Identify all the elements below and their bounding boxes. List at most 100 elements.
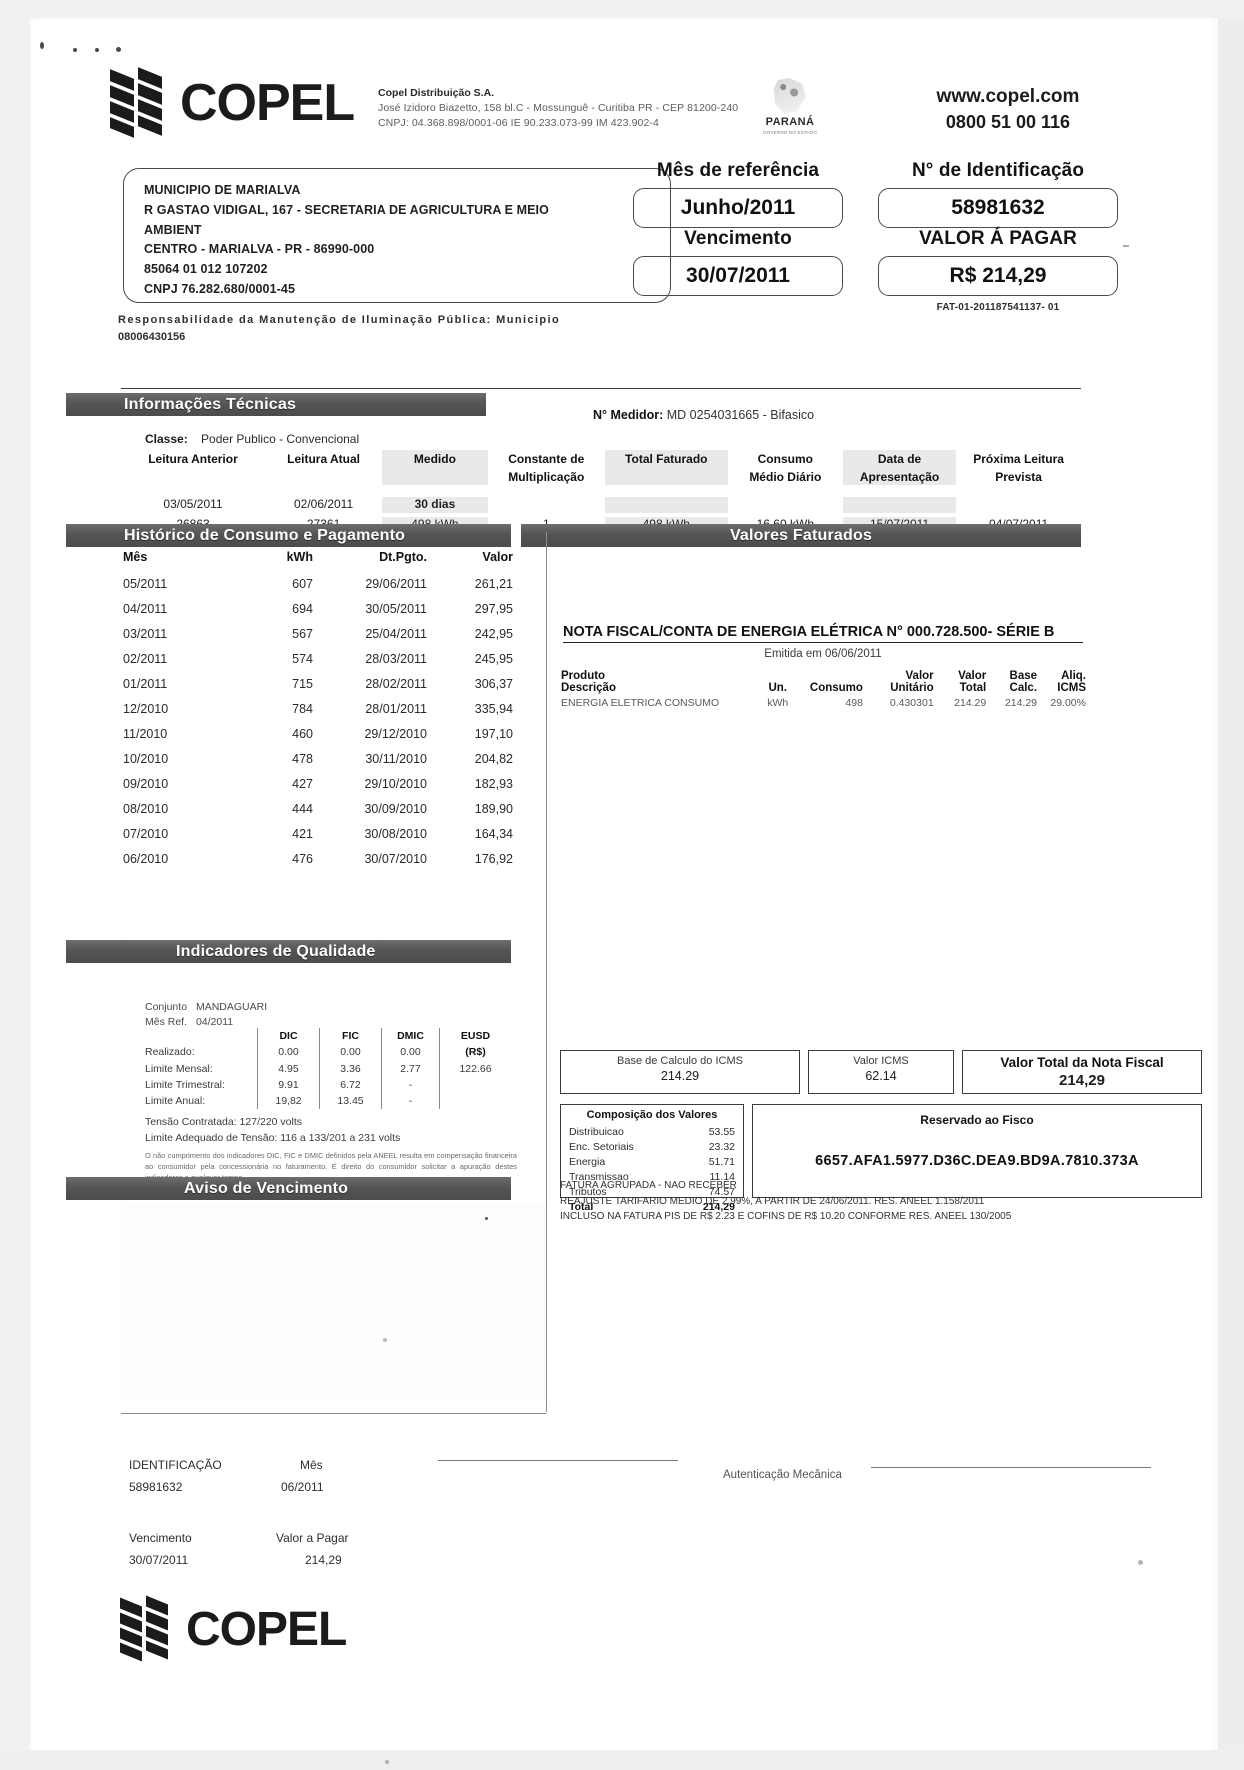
hist-dt: 29/06/2011 bbox=[365, 576, 427, 591]
company-address: José Izidoro Biazetto, 158 bl.C - Mossun… bbox=[378, 102, 739, 115]
history-table-header: Mês kWh Dt.Pgto. Valor bbox=[123, 550, 513, 571]
td-constante-blank bbox=[488, 497, 605, 513]
value-composition-box: Composição dos Valores Distribuicao 53.5… bbox=[560, 1104, 744, 1213]
comp-value: 53.55 bbox=[708, 1126, 735, 1138]
hist-th-mes: Mês bbox=[123, 550, 148, 564]
customer-class: Classe: Poder Publico - Convencional bbox=[145, 432, 359, 446]
comp-value: 214,29 bbox=[702, 1200, 735, 1213]
hist-kwh: 478 bbox=[292, 751, 313, 766]
fiscal-access-key: 6657.AFA1.5977.D36C.DEA9.BD9A.7810.373A bbox=[815, 1153, 1139, 1169]
copel-logo-mark-footer bbox=[118, 1595, 176, 1662]
nf-th-blank1 bbox=[756, 670, 800, 682]
stub-valor-value: 214,29 bbox=[305, 1553, 342, 1567]
hist-kwh: 421 bbox=[292, 826, 313, 841]
scan-speck bbox=[95, 48, 99, 52]
th2-apresentacao: Apresentação bbox=[842, 467, 957, 486]
parana-seal-subtitle: GOVERNO DO ESTADO bbox=[763, 130, 817, 135]
hist-val: 182,93 bbox=[474, 776, 513, 791]
meter-number-value: MD 0254031665 - Bifasico bbox=[666, 408, 815, 422]
td-leitura-anterior-data: 03/05/2011 bbox=[163, 497, 223, 512]
quality-row-fic: 3.36 bbox=[319, 1060, 381, 1077]
hist-dt: 28/01/2011 bbox=[365, 701, 427, 716]
icms-value-label: Valor ICMS bbox=[853, 1055, 909, 1067]
quality-row-label: Limite Anual: bbox=[145, 1095, 206, 1108]
hist-dt: 30/07/2010 bbox=[364, 851, 427, 866]
hist-val: 176,92 bbox=[474, 851, 513, 866]
hist-val: 197,10 bbox=[474, 726, 513, 741]
fiscal-note-issue-date: Emitida em 06/06/2011 bbox=[764, 648, 882, 660]
nf-th-consumo: Consumo bbox=[809, 682, 863, 694]
table-row: Limite Anual: 19,82 13.45 - bbox=[145, 1093, 515, 1110]
th-consumo: Consumo bbox=[757, 452, 813, 466]
comp-label: Distribuicao bbox=[569, 1126, 624, 1138]
hist-kwh: 784 bbox=[292, 701, 313, 716]
nf-th-total: Total bbox=[959, 682, 987, 694]
customer-class-value: Poder Publico - Convencional bbox=[201, 432, 360, 446]
th-data: Data de bbox=[842, 450, 957, 468]
customer-line: R GASTAO VIDIGAL, 167 - SECRETARIA DE AG… bbox=[144, 202, 549, 217]
quality-eusd-unit: (R$) bbox=[439, 1044, 511, 1061]
th2-prevista: Prevista bbox=[995, 469, 1042, 484]
total-invoice-label: Valor Total da Nota Fiscal bbox=[1000, 1055, 1164, 1070]
table-row: 09/2010 427 29/10/2010 182,93 bbox=[123, 771, 513, 796]
quality-meta: Conjunto MANDAGUARI Mês Ref. 04/2011 bbox=[145, 1000, 267, 1030]
hist-kwh: 460 bbox=[292, 726, 313, 741]
icms-value-box: Valor ICMS 62.14 bbox=[808, 1050, 954, 1094]
scan-artifact bbox=[385, 1760, 389, 1764]
column-divider bbox=[546, 532, 548, 1412]
quality-row-eusd bbox=[439, 1093, 511, 1110]
identification-label: N° de Identificação bbox=[911, 160, 1085, 181]
voltage-info: Tensão Contratada: 127/220 volts Limite … bbox=[145, 1115, 400, 1147]
customer-address-box: MUNICIPIO DE MARIALVA R GASTAO VIDIGAL, … bbox=[123, 168, 671, 303]
quality-row-dmic: - bbox=[381, 1076, 439, 1094]
th-leitura-atual: Leitura Atual bbox=[287, 452, 361, 466]
hist-dt: 25/04/2011 bbox=[365, 626, 427, 641]
quality-th-dmic: DMIC bbox=[381, 1028, 439, 1045]
fiscal-note-title: NOTA FISCAL/CONTA DE ENERGIA ELÉTRICA N°… bbox=[563, 624, 1083, 643]
copel-wordmark-footer: COPEL bbox=[186, 1602, 347, 1656]
stub-mes-label: Mês bbox=[300, 1458, 323, 1472]
nf-th-aliq: Aliq. bbox=[1061, 670, 1086, 682]
scan-edge-bottom bbox=[0, 1750, 1244, 1770]
nf-td-un: kWh bbox=[767, 697, 789, 709]
hist-mes: 01/2011 bbox=[123, 676, 168, 691]
technical-table-header-2: Multiplicação Médio Diário Apresentação … bbox=[121, 467, 1081, 486]
comp-value: 23.32 bbox=[708, 1140, 735, 1153]
table-row: Limite Mensal: 4.95 3.36 2.77 122.66 bbox=[145, 1060, 515, 1077]
website-url[interactable]: www.copel.com bbox=[936, 86, 1080, 107]
stub-vencimento-value: 30/07/2011 bbox=[129, 1553, 189, 1567]
quality-row-dic: 0.00 bbox=[257, 1044, 319, 1061]
nf-th-blank2 bbox=[799, 670, 862, 682]
hist-kwh: 694 bbox=[292, 601, 313, 616]
footnote-line: REAJUSTE TARIFARIO MEDIO DE 2.99%, A PAR… bbox=[560, 1195, 985, 1207]
footnote-line: INCLUSO NA FATURA PIS DE R$ 2.23 E COFIN… bbox=[560, 1211, 1012, 1222]
company-ids: CNPJ: 04.368.898/0001-06 IE 90.233.073-9… bbox=[378, 117, 659, 130]
quality-row-label: Limite Mensal: bbox=[145, 1062, 213, 1075]
icms-base-label: Base de Calculo do ICMS bbox=[617, 1055, 743, 1067]
billed-values-banner: Valores Faturados bbox=[521, 524, 1081, 547]
hist-mes: 11/2010 bbox=[123, 726, 168, 741]
hist-kwh: 715 bbox=[292, 676, 313, 691]
list-item: Enc. Setoriais 23.32 bbox=[569, 1140, 735, 1155]
comp-label: Transmissao bbox=[569, 1170, 629, 1183]
hist-mes: 09/2010 bbox=[123, 776, 169, 791]
hist-kwh: 427 bbox=[292, 776, 313, 791]
billed-items-table: Produto Valor Valor Base Aliq. Descrição… bbox=[561, 670, 1086, 709]
parana-seal-name: PARANÁ bbox=[765, 116, 815, 128]
th2-blank4 bbox=[604, 467, 728, 486]
due-date-value: 30/07/2011 bbox=[633, 256, 843, 296]
stub-identificacao-value: 58981632 bbox=[129, 1480, 183, 1494]
td-data-blank bbox=[842, 497, 957, 513]
customer-line: 85064 01 012 107202 bbox=[144, 262, 268, 276]
due-date-label: Vencimento bbox=[684, 228, 792, 249]
quality-th-fic: FIC bbox=[319, 1028, 381, 1045]
reference-month-value: Junho/2011 bbox=[633, 188, 843, 228]
hist-th-valor: Valor bbox=[482, 550, 513, 564]
hist-mes: 04/2011 bbox=[123, 601, 168, 616]
parana-crest-icon bbox=[773, 78, 806, 114]
hist-kwh: 607 bbox=[292, 576, 313, 591]
hist-val: 189,90 bbox=[474, 801, 513, 816]
nf-th-valor2: Valor bbox=[958, 670, 987, 682]
table-row: 05/2011 607 29/06/2011 261,21 bbox=[123, 571, 513, 596]
th2-blank3 bbox=[382, 467, 488, 486]
